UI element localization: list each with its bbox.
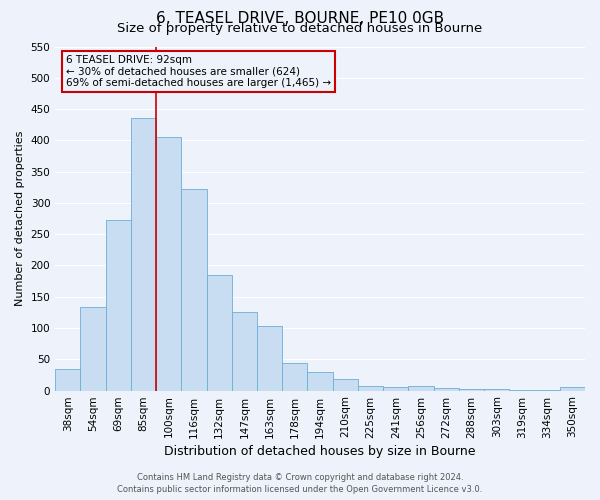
Bar: [459, 388, 484, 390]
Bar: [282, 363, 307, 390]
Text: 6 TEASEL DRIVE: 92sqm
← 30% of detached houses are smaller (624)
69% of semi-det: 6 TEASEL DRIVE: 92sqm ← 30% of detached …: [66, 55, 331, 88]
Bar: [156, 136, 181, 390]
Bar: [358, 386, 383, 390]
Bar: [206, 276, 232, 390]
Text: 6, TEASEL DRIVE, BOURNE, PE10 0GB: 6, TEASEL DRIVE, BOURNE, PE10 0GB: [156, 11, 444, 26]
Bar: [55, 368, 80, 390]
Bar: [383, 388, 409, 390]
Bar: [80, 308, 106, 390]
Y-axis label: Number of detached properties: Number of detached properties: [15, 131, 25, 306]
Bar: [560, 387, 585, 390]
Bar: [332, 378, 358, 390]
Text: Size of property relative to detached houses in Bourne: Size of property relative to detached ho…: [118, 22, 482, 35]
Bar: [434, 388, 459, 390]
Bar: [131, 118, 156, 390]
Bar: [181, 189, 206, 390]
Bar: [106, 220, 131, 390]
Text: Contains HM Land Registry data © Crown copyright and database right 2024.
Contai: Contains HM Land Registry data © Crown c…: [118, 472, 482, 494]
X-axis label: Distribution of detached houses by size in Bourne: Distribution of detached houses by size …: [164, 444, 476, 458]
Bar: [232, 312, 257, 390]
Bar: [409, 386, 434, 390]
Bar: [307, 372, 332, 390]
Bar: [257, 326, 282, 390]
